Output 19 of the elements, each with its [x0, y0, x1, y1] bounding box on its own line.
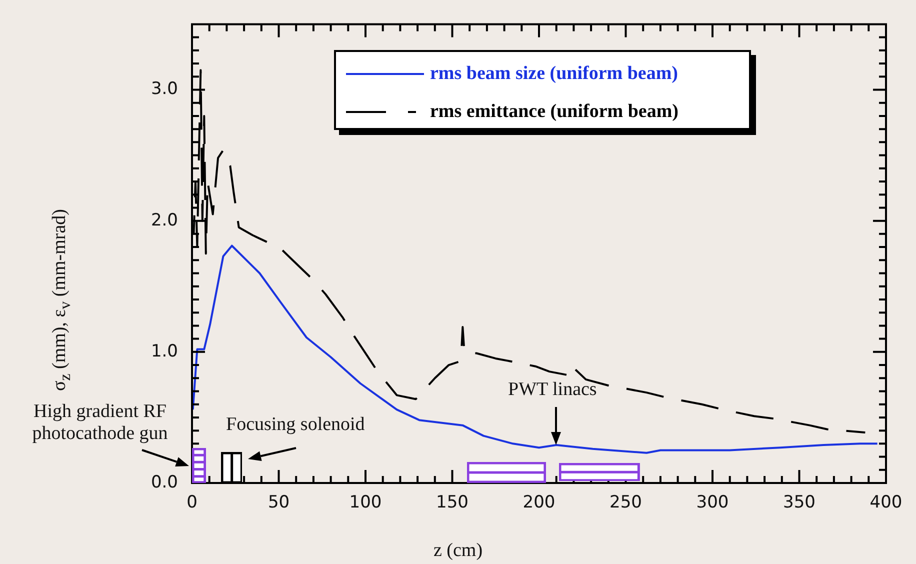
- legend-label: rms beam size (uniform beam): [430, 63, 678, 85]
- x-tick-label: 0: [186, 492, 198, 513]
- x-tick-label: 200: [522, 492, 556, 513]
- x-tick-label: 150: [436, 492, 468, 513]
- y-tick-label: 0.0: [150, 472, 178, 492]
- y-tick-label: 1.0: [150, 341, 178, 362]
- y-tick-label: 2.0: [150, 210, 178, 230]
- y-tick-label: 3.0: [150, 79, 178, 100]
- x-tick-label: 250: [610, 492, 642, 513]
- x-tick-label: 50: [268, 492, 290, 513]
- x-tick-label: 350: [783, 492, 816, 513]
- x-tick-label: 100: [349, 492, 382, 513]
- x-tick-label: 300: [696, 492, 729, 513]
- text: High gradient RF photocathode gun: [31, 401, 169, 445]
- annotation: PWT linacs: [508, 379, 597, 401]
- annotation: Focusing solenoid: [226, 414, 365, 436]
- x-tick-label: 400: [870, 492, 902, 513]
- x-axis-title: z (cm): [432, 540, 484, 562]
- legend-label: rms emittance (uniform beam): [430, 101, 679, 123]
